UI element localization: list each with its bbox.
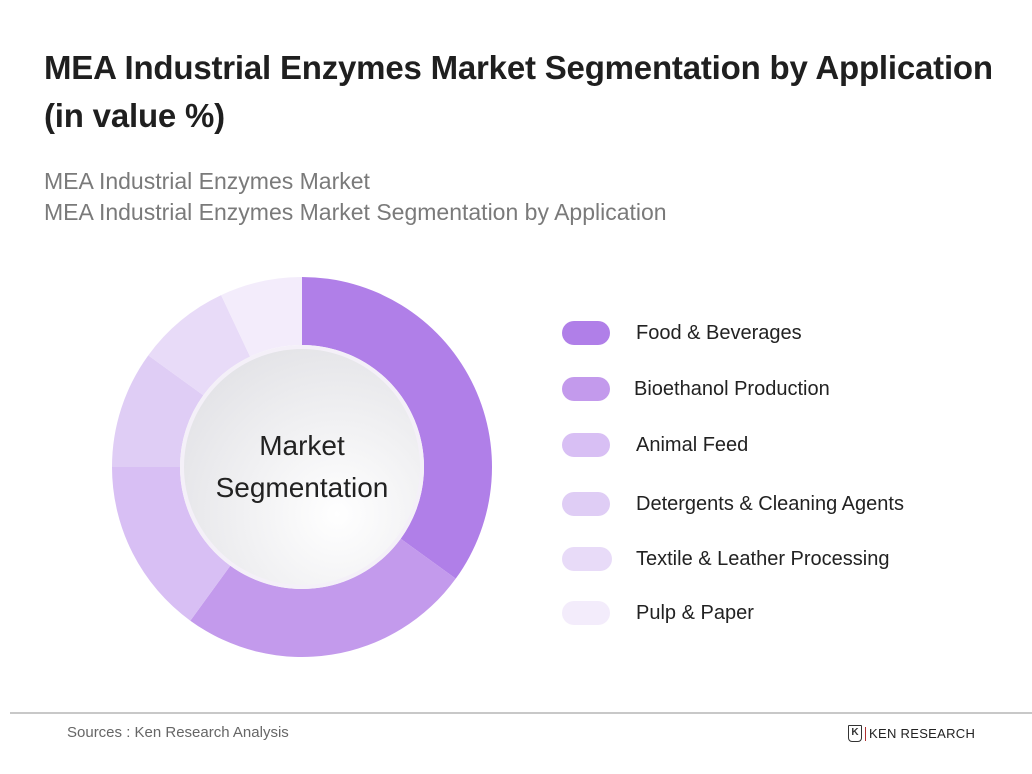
brand-logo: K KEN RESEARCH	[848, 725, 975, 742]
legend-label: Animal Feed	[636, 433, 749, 456]
source-note: Sources : Ken Research Analysis	[67, 724, 289, 741]
donut-slices	[111, 277, 493, 657]
chart-subtitle: MEA Industrial Enzymes Market MEA Indust…	[44, 166, 667, 228]
donut-slice-animal-feed	[111, 467, 231, 621]
legend-swatch	[562, 321, 610, 345]
legend-item-bioethanol-production: Bioethanol Production	[562, 377, 830, 401]
legend-label: Textile & Leather Processing	[636, 547, 890, 570]
legend-label: Food & Beverages	[636, 321, 802, 344]
legend-item-detergents-cleaning: Detergents & Cleaning Agents	[562, 492, 904, 516]
donut-slice-detergents-cleaning-agents	[112, 355, 204, 467]
donut-slice-textile-leather-processing	[148, 295, 251, 396]
subtitle-line-1: MEA Industrial Enzymes Market	[44, 168, 370, 194]
legend-swatch	[562, 492, 610, 516]
legend-swatch	[562, 547, 612, 571]
brand-name: KEN RESEARCH	[869, 726, 976, 741]
legend-swatch	[562, 433, 610, 457]
ken-research-logo-icon: K	[848, 725, 862, 742]
legend-item-pulp-paper: Pulp & Paper	[562, 601, 754, 625]
legend-item-food-beverages: Food & Beverages	[562, 321, 802, 345]
donut-svg	[111, 277, 493, 657]
donut-slice-bioethanol-production	[190, 538, 456, 657]
donut-slice-pulp-paper	[221, 277, 302, 357]
legend-label: Detergents & Cleaning Agents	[636, 492, 904, 515]
donut-hub	[184, 349, 420, 585]
donut-chart	[102, 267, 502, 667]
legend-swatch	[562, 377, 610, 401]
legend-item-textile-leather: Textile & Leather Processing	[562, 547, 889, 571]
legend-swatch	[562, 601, 610, 625]
footer-divider	[10, 712, 1032, 714]
legend-item-animal-feed: Animal Feed	[562, 433, 748, 457]
donut-slice-food-beverages	[302, 277, 493, 579]
legend-label: Pulp & Paper	[636, 601, 754, 624]
logo-separator	[865, 726, 866, 741]
subtitle-line-2: MEA Industrial Enzymes Market Segmentati…	[44, 199, 667, 225]
chart-title: MEA Industrial Enzymes Market Segmentati…	[44, 49, 993, 134]
legend-label: Bioethanol Production	[634, 377, 830, 400]
